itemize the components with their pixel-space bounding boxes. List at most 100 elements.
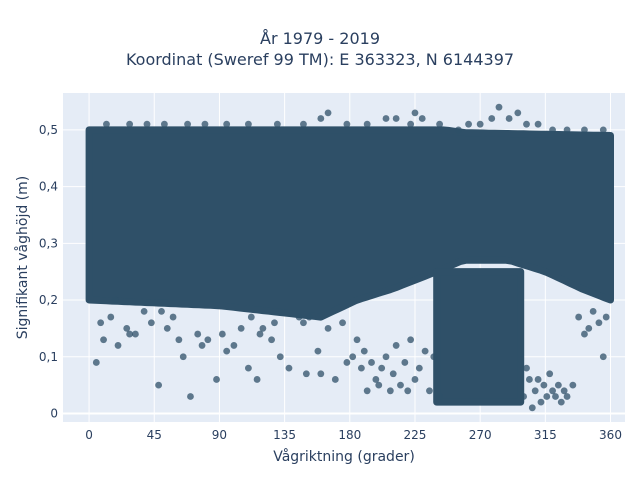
scatter-point [300, 120, 307, 128]
scatter-point [245, 120, 252, 128]
y-tick-label: 0,1 [39, 350, 58, 364]
scatter-point [331, 376, 339, 383]
x-tick-label: 90 [212, 428, 227, 442]
scatter-point [407, 120, 415, 128]
scatter-point [204, 336, 212, 344]
scatter-point [201, 120, 209, 128]
scatter-point [147, 319, 155, 327]
scatter-point [230, 342, 238, 349]
scatter-point [349, 353, 357, 361]
scatter-point [123, 325, 131, 332]
scatter-point [382, 353, 390, 361]
scatter-point [523, 364, 530, 372]
x-axis-label: Vågriktning (grader) [273, 448, 415, 465]
scatter-point [271, 319, 278, 327]
scatter-point [421, 347, 429, 355]
scatter-point [97, 319, 105, 327]
scatter-point [276, 353, 284, 361]
scatter-point [560, 387, 568, 395]
scatter-point [363, 387, 371, 395]
scatter-point [163, 325, 171, 332]
scatter-point [111, 296, 119, 304]
scatter-point [549, 387, 556, 395]
scatter-point [126, 330, 134, 338]
scatter-point [602, 313, 610, 321]
scatter-point [285, 364, 293, 372]
scatter-point [386, 387, 394, 395]
scatter-point [339, 319, 346, 327]
scatter-point [194, 330, 202, 338]
scatter-point [382, 115, 390, 122]
x-tick-label: 360 [599, 428, 622, 442]
scatter-point [223, 347, 231, 355]
y-tick-label: 0,2 [39, 293, 58, 307]
scatter-point [247, 313, 255, 321]
scatter-point [585, 325, 593, 332]
scatter-point [549, 126, 556, 134]
x-tick-label: 225 [404, 428, 427, 442]
scatter-point [520, 393, 528, 400]
scatter-point [187, 393, 194, 400]
scatter-point [537, 398, 545, 406]
scatter-point [223, 120, 231, 128]
scatter-point [401, 359, 409, 366]
scatter-point [569, 381, 577, 389]
scatter-point [554, 381, 562, 389]
scatter-point [514, 109, 522, 117]
dense-point-band [85, 126, 614, 321]
scatter-point [360, 347, 368, 355]
scatter-point [213, 376, 220, 383]
scatter-point [465, 120, 472, 128]
chart-title: År 1979 - 2019 Koordinat (Sweref 99 TM):… [0, 28, 640, 70]
x-tick-label: 180 [338, 428, 361, 442]
scatter-point [378, 364, 386, 372]
scatter-point [523, 120, 530, 128]
scatter-point [140, 307, 148, 315]
scatter-point [552, 393, 559, 400]
scatter-point [179, 353, 187, 361]
x-tick-label: 135 [273, 428, 296, 442]
scatter-point [543, 393, 551, 400]
scatter-point [540, 381, 548, 389]
scatter-point [353, 336, 361, 344]
data-points [85, 103, 614, 412]
scatter-point [300, 319, 307, 327]
scatter-point [324, 325, 332, 332]
scatter-point [143, 120, 151, 128]
scatter-point [575, 313, 583, 321]
scatter-point [314, 347, 322, 355]
scatter-point [317, 370, 325, 378]
y-axis-label: Signifikant våghöjd (m) [14, 176, 31, 339]
scatter-point [411, 109, 419, 117]
y-tick-label: 0,3 [39, 236, 58, 250]
chart-title-line-1: År 1979 - 2019 [260, 29, 380, 48]
scatter-point [495, 103, 503, 111]
scatter-point [418, 115, 426, 122]
scatter-point [160, 120, 168, 128]
scatter-point [411, 376, 419, 383]
scatter-point [218, 330, 226, 338]
x-tick-label: 315 [534, 428, 557, 442]
scatter-point [184, 120, 191, 128]
scatter-point [528, 404, 536, 412]
scatter-point [363, 120, 371, 128]
scatter-point [505, 115, 513, 122]
y-tick-label: 0,4 [39, 180, 58, 194]
x-tick-label: 0 [85, 428, 93, 442]
low-point-cluster [433, 268, 525, 406]
scatter-point [237, 325, 245, 332]
scatter-point [436, 120, 443, 128]
scatter-point [256, 330, 264, 338]
scatter-point [343, 120, 351, 128]
scatter-point [158, 307, 165, 315]
scatter-point [324, 109, 332, 117]
scatter-point [245, 364, 252, 372]
x-tick-label: 45 [147, 428, 162, 442]
scatter-point [155, 381, 162, 389]
scatter-point [426, 387, 433, 395]
x-tick-label: 270 [469, 428, 492, 442]
scatter-point [563, 393, 571, 400]
scatter-point [375, 381, 383, 389]
scatter-point [589, 307, 597, 315]
